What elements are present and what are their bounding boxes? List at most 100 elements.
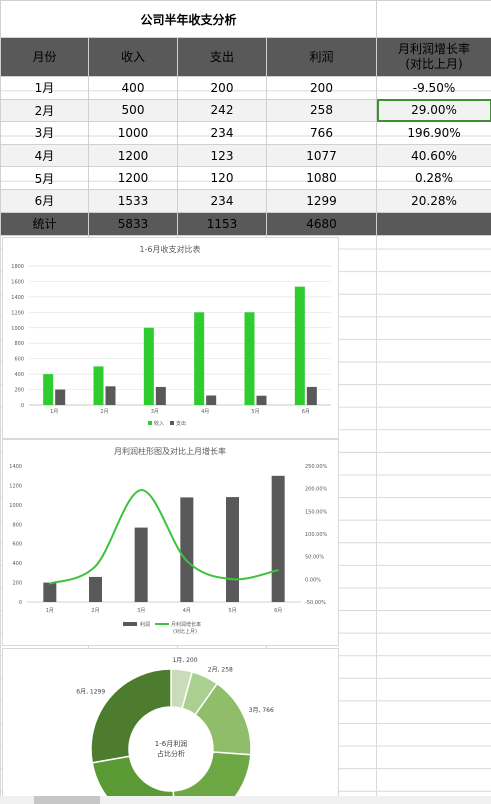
table-cell[interactable]: 123 [177,143,267,168]
table-cell[interactable]: 196.90% [376,121,491,145]
table-cell[interactable]: 1080 [265,166,378,190]
growth-point [186,560,188,562]
chart-title: 月利润柱形图及对比上月增长率 [114,446,226,456]
legend-label: 收入 [154,420,164,427]
bar-profit [226,497,239,602]
table-cell[interactable]: 500 [88,98,178,123]
table-cell[interactable]: 2月 [0,98,89,123]
x-tick-label: 2月 [91,608,99,614]
bar-profit [271,475,285,602]
column-header[interactable]: 月份 [0,37,89,77]
legend-swatch [148,421,152,425]
total-cell[interactable]: 4680 [265,211,378,236]
donut-slice [91,755,175,799]
table-cell[interactable]: 120 [177,166,267,190]
x-tick-label: 5月 [251,409,259,415]
horizontal-scrollbar[interactable] [0,796,491,804]
table-cell[interactable]: 29.00% [376,98,491,123]
x-tick-label: 4月 [183,608,191,614]
y2-tick-label: -50.00% [305,600,326,606]
table-cell[interactable]: 234 [177,188,267,213]
table-row: 1月 400 200 200 -9.50% [0,76,491,100]
total-cell[interactable]: 统计 [0,211,89,236]
slice-label: 1月, 200 [172,657,197,664]
table-cell[interactable]: 234 [177,121,267,145]
bar-expense [155,386,166,405]
total-cell[interactable]: 1153 [177,211,267,236]
table-cell[interactable]: 242 [177,98,267,123]
x-tick-label: 4月 [201,409,209,415]
y-tick-label: 400 [12,561,22,567]
bar-profit [89,576,102,602]
table-cell[interactable]: 1533 [88,188,178,213]
scrollbar-thumb[interactable] [34,796,100,804]
empty-cell[interactable] [376,0,491,38]
table-cell[interactable]: -9.50% [376,76,491,100]
y-tick-label: 600 [12,542,22,548]
y-tick-label: 200 [14,388,24,394]
total-cell[interactable]: 5833 [88,211,178,236]
donut-center-title: 占比分析 [157,749,185,758]
y2-tick-label: 100.00% [305,532,327,538]
donut-center-title: 1-6月利润 [155,739,187,748]
bar-income [194,312,205,405]
profit-share-donut-chart[interactable]: 1月, 200 2月, 258 3月, 766 6月, 1299 1-6月利润 占比分析 [2,648,339,799]
y2-tick-label: 200.00% [305,487,327,493]
bar-income [143,327,154,405]
column-header[interactable]: 利润 [265,37,378,77]
bar-income [294,286,305,405]
table-cell[interactable]: 1077 [265,143,378,168]
y-tick-label: 1800 [11,264,24,270]
table-cell[interactable]: 6月 [0,188,89,213]
table-cell[interactable]: 1月 [0,76,89,100]
x-tick-label: 1月 [46,608,54,614]
table-cell[interactable]: 40.60% [376,143,491,168]
x-tick-label: 6月 [302,409,310,415]
sheet-title[interactable]: 公司半年收支分析 [0,0,378,38]
table-cell[interactable]: 1200 [88,166,178,190]
y-tick-label: 400 [14,372,24,378]
table-cell[interactable]: 3月 [0,121,89,145]
table-cell[interactable]: 5月 [0,166,89,190]
y-tick-label: 1000 [11,326,24,332]
growth-point [140,489,142,491]
column-header[interactable]: 支出 [177,37,267,77]
table-cell[interactable]: 1000 [88,121,178,145]
bar-profit [43,582,57,602]
slice-label: 3月, 766 [249,707,274,714]
slice-label: 6月, 1299 [76,689,105,696]
table-cell[interactable]: 200 [265,76,378,100]
table-cell[interactable]: 400 [88,76,178,100]
bar-expense [206,395,217,405]
table-cell[interactable]: 0.28% [376,166,491,190]
table-cell[interactable]: 258 [265,98,378,123]
slice-label: 2月, 258 [208,666,233,673]
y-tick-label: 1600 [11,279,24,285]
table-cell[interactable]: 1299 [265,188,378,213]
donut-slice [172,751,252,799]
y2-tick-label: 250.00% [305,464,327,470]
table-row: 4月 1200 123 1077 40.60% [0,143,491,168]
y-tick-label: 600 [14,357,24,363]
x-tick-label: 3月 [137,608,145,614]
column-header[interactable]: 收入 [88,37,178,77]
income-expense-chart[interactable]: 1-6月收支对比表 0 200 400 600 800 1000 1200 1400 1600 18… [2,237,339,439]
x-tick-label: 2月 [100,409,108,415]
column-header[interactable]: 月利润增长率 (对比上月) [376,37,491,77]
table-cell[interactable]: 20.28% [376,188,491,213]
table-cell[interactable]: 4月 [0,143,89,168]
y2-tick-label: 50.00% [305,555,324,561]
column-divider [376,0,377,804]
table-cell[interactable]: 200 [177,76,267,100]
table-row: 2月 500 242 258 29.00% [0,98,491,123]
table-cell[interactable]: 766 [265,121,378,145]
table-cell[interactable]: 1200 [88,143,178,168]
bar-expense [55,389,66,405]
legend-swatch [170,421,174,425]
total-cell[interactable] [376,211,491,236]
legend-label: 支出 [176,420,186,427]
growth-point [49,582,51,585]
profit-growth-chart[interactable]: 月利润柱形图及对比上月增长率 0 200 400 600 800 1000 1200 1400 -… [2,439,339,646]
bar-income [43,374,54,405]
legend-label: (对比上月) [173,628,197,635]
